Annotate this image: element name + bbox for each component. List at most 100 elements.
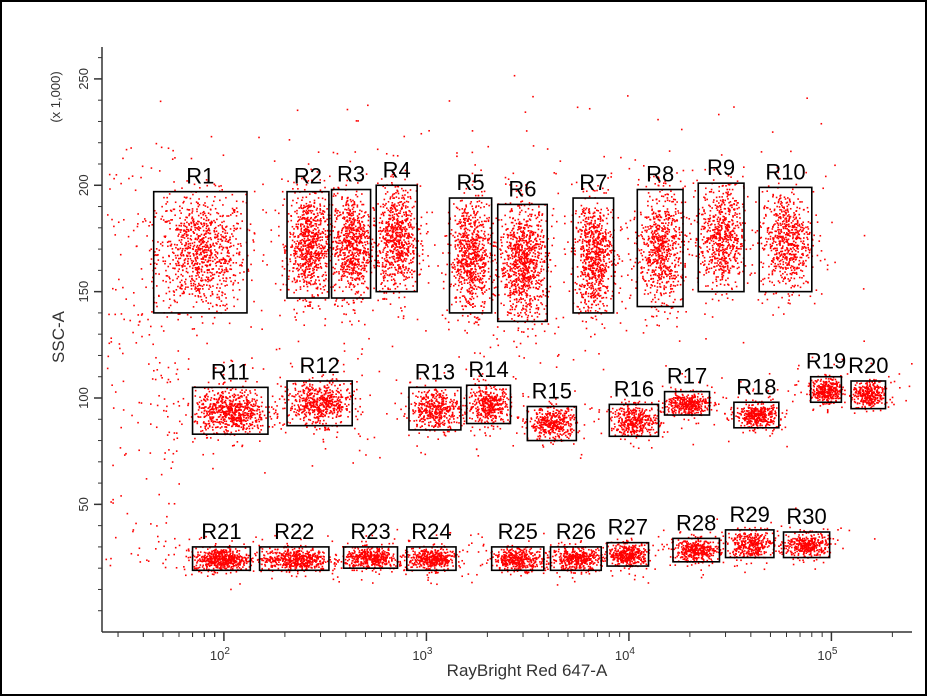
data-point xyxy=(537,274,540,277)
data-point xyxy=(329,259,332,262)
data-point xyxy=(527,257,529,260)
data-point xyxy=(313,262,316,265)
data-point xyxy=(472,180,475,183)
data-point xyxy=(402,189,405,192)
data-point xyxy=(403,239,405,241)
data-point xyxy=(446,263,448,266)
data-point xyxy=(325,278,327,280)
data-point xyxy=(523,255,526,257)
data-point xyxy=(310,216,313,219)
data-point xyxy=(460,242,463,244)
data-point xyxy=(482,247,485,249)
data-point xyxy=(516,263,519,265)
data-point xyxy=(473,252,476,254)
data-point xyxy=(501,269,504,272)
data-point xyxy=(380,240,383,242)
data-point xyxy=(306,276,309,278)
data-point xyxy=(350,241,352,243)
data-point xyxy=(401,219,404,222)
data-point xyxy=(205,264,208,267)
data-point xyxy=(332,248,335,250)
data-point xyxy=(482,239,484,242)
data-point xyxy=(527,287,530,290)
data-point xyxy=(360,227,363,229)
data-point xyxy=(324,262,327,265)
data-point xyxy=(506,286,509,288)
data-point xyxy=(196,271,199,273)
data-point xyxy=(517,256,520,258)
data-point xyxy=(329,230,331,232)
data-point xyxy=(466,289,469,291)
data-point xyxy=(344,257,346,259)
data-point xyxy=(214,262,217,265)
data-point xyxy=(318,245,320,248)
data-point xyxy=(301,214,304,216)
data-point xyxy=(391,216,394,219)
data-point xyxy=(304,227,307,230)
data-point xyxy=(361,261,364,264)
data-point xyxy=(504,283,507,286)
data-point xyxy=(307,243,310,246)
data-point xyxy=(396,220,399,223)
data-point xyxy=(298,268,300,271)
data-point xyxy=(201,261,204,264)
data-point xyxy=(358,249,361,252)
data-point xyxy=(318,229,320,232)
data-point xyxy=(396,227,398,230)
data-point xyxy=(472,302,475,305)
data-point xyxy=(547,296,549,298)
data-point xyxy=(212,200,215,203)
data-point xyxy=(381,287,384,290)
data-point xyxy=(319,257,321,259)
data-point xyxy=(187,237,189,240)
data-point xyxy=(522,267,525,270)
data-point xyxy=(387,288,390,290)
data-point xyxy=(387,209,390,211)
data-point xyxy=(200,239,202,242)
data-point xyxy=(287,180,289,183)
data-point xyxy=(514,248,516,251)
data-point xyxy=(541,303,544,306)
data-point xyxy=(537,271,539,274)
data-point xyxy=(200,223,203,226)
data-point xyxy=(400,251,403,253)
data-point xyxy=(591,243,594,246)
data-point xyxy=(186,263,189,265)
data-point xyxy=(581,208,584,211)
data-point xyxy=(349,198,352,201)
data-point xyxy=(402,205,405,207)
data-point xyxy=(137,223,139,225)
data-point xyxy=(511,293,514,295)
data-point xyxy=(523,235,525,237)
data-point xyxy=(373,217,375,220)
data-point xyxy=(521,331,523,333)
data-point xyxy=(397,251,399,253)
data-point xyxy=(305,265,308,268)
data-point xyxy=(539,238,541,241)
data-point xyxy=(322,232,324,234)
data-point xyxy=(302,233,305,236)
data-point xyxy=(352,214,355,216)
data-point xyxy=(212,285,214,287)
data-point xyxy=(303,229,306,232)
data-point xyxy=(477,262,479,265)
data-point xyxy=(540,231,543,233)
data-point xyxy=(359,225,362,228)
data-point xyxy=(538,221,541,223)
data-point xyxy=(463,192,466,194)
data-point xyxy=(349,160,352,163)
data-point xyxy=(470,273,472,275)
data-point xyxy=(188,213,191,215)
data-point xyxy=(319,265,322,268)
data-point xyxy=(444,273,447,276)
data-point xyxy=(398,253,400,256)
data-point xyxy=(350,262,352,265)
data-point xyxy=(463,252,466,254)
data-point xyxy=(173,243,176,246)
data-point xyxy=(400,201,403,203)
data-point xyxy=(309,277,312,279)
data-point xyxy=(339,268,342,271)
data-point xyxy=(531,245,534,248)
data-point xyxy=(203,261,205,264)
data-point xyxy=(590,296,593,299)
